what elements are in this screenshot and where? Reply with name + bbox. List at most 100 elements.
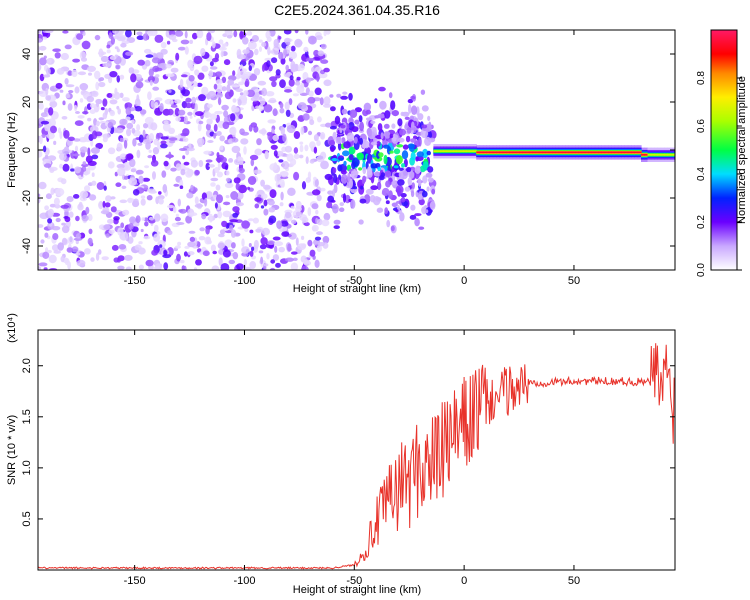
heatmap-cell [144,165,150,169]
heatmap-cell [126,122,134,130]
heatmap-cell [314,178,319,187]
snr-axes: -150 -100 -50 0 50 0.5 1.0 1.5 2.0 [21,330,675,587]
heatmap-cell [316,218,323,226]
heatmap-cell [134,105,143,112]
heatmap-cell [254,148,263,156]
heatmap-cell [410,95,416,100]
heatmap-cell [399,128,407,136]
heatmap-cell [436,150,441,153]
heatmap-cell [397,179,405,186]
heatmap-cell [95,252,100,261]
heatmap-cell [297,102,307,110]
heatmap-cell [401,163,406,168]
heatmap-cell [244,227,249,232]
heatmap-cell [307,130,313,136]
heatmap-cell [422,190,428,198]
heatmap-cell [95,142,103,150]
heatmap-cell [107,147,116,155]
heatmap-cell [206,32,212,41]
heatmap-cell [80,169,84,177]
heatmap-cell [359,137,363,145]
heatmap-cell [263,263,269,267]
heatmap-cell [197,72,205,80]
heatmap-cell [228,259,236,265]
heatmap-cell [252,99,260,108]
heatmap-cell [109,110,116,117]
heatmap-cell [320,59,329,64]
heatmap-cell [105,195,112,202]
heatmap-cell [427,177,434,183]
heatmap-cell [136,31,143,36]
heatmap-cell [64,78,69,85]
heatmap-cell [241,238,245,247]
heatmap-cell [60,52,69,61]
heatmap-cell [81,40,91,50]
heatmap-cell [253,239,259,249]
heatmap-cell [340,95,348,100]
heatmap-cell [134,98,141,108]
heatmap-cell [201,65,209,72]
heatmap-cell [320,132,326,140]
heatmap-cell [571,151,576,154]
heatmap-cell [316,140,321,147]
heatmap-cell [294,81,301,86]
heatmap-cell [251,246,255,251]
y-tick-label: 0.5 [21,511,33,526]
heatmap-cell [509,151,514,154]
heatmap-cell [330,106,336,112]
heatmap-cell [284,101,290,111]
heatmap-cell [51,244,59,252]
heatmap-cell [350,170,358,179]
heatmap-cell [207,90,216,98]
heatmap-cell [268,215,277,224]
heatmap-cell [314,236,322,241]
heatmap-cell [398,167,404,171]
heatmap-cell [77,115,85,119]
heatmap-cell [459,150,464,153]
heatmap-cell [209,66,218,70]
heatmap-cell [248,40,257,50]
heatmap-cell [142,33,149,41]
heatmap-cell [216,171,223,178]
heatmap-cell [74,86,80,94]
heatmap-cell [323,79,332,87]
heatmap-cell [389,150,394,154]
heatmap-cell [330,147,335,152]
heatmap-cell [374,98,378,104]
heatmap-cell [166,40,171,45]
heatmap-cell [176,222,185,225]
heatmap-cell [53,140,57,145]
heatmap-cell [282,161,290,170]
heatmap-cell [332,131,337,140]
heatmap-cell [285,257,294,262]
heatmap-cell [113,35,120,40]
heatmap-cell [316,231,323,236]
heatmap-cell [97,51,107,55]
heatmap-cell [116,259,121,263]
heatmap-cell [293,171,300,181]
heatmap-cell [208,164,215,168]
heatmap-cell [339,202,345,207]
heatmap-cell [73,138,81,142]
heatmap-cell [300,82,305,89]
snr-series-line [38,343,675,570]
heatmap-cell [253,169,262,175]
x-tick-label: -150 [124,275,146,287]
heatmap-cell [174,30,184,37]
heatmap-cell [388,92,393,99]
heatmap-cell [231,242,236,249]
heatmap-cell [199,227,205,232]
heatmap-cell [203,112,212,118]
heatmap-cell [476,151,481,154]
heatmap-cell [114,46,119,50]
heatmap-cell [341,108,348,115]
heatmap-cell [141,217,146,221]
heatmap-cell [194,69,200,76]
heatmap-cell [53,250,61,254]
heatmap-cell [482,151,487,154]
heatmap-cell [229,219,239,223]
heatmap-cell [366,127,372,137]
heatmap-cell [128,177,138,186]
heatmap-cell [185,97,192,103]
heatmap-cell [390,225,395,232]
